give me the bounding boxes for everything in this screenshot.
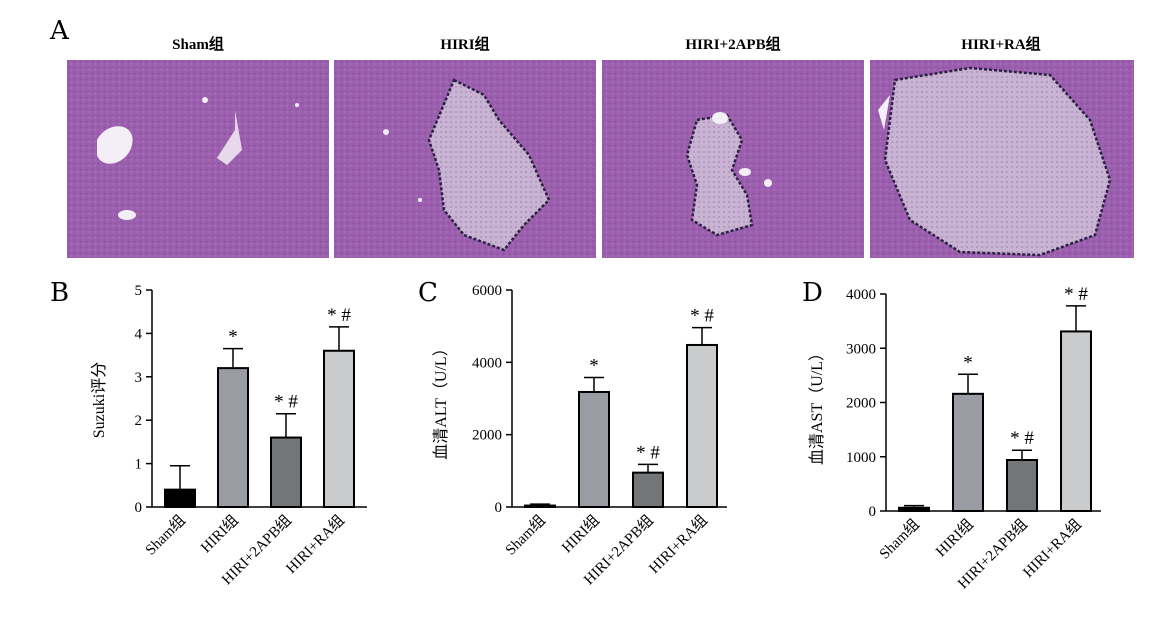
bar [632,471,664,508]
bar [217,367,249,508]
category-label: Sham组 [876,516,923,563]
bar [270,436,302,508]
y-tick-label: 4 [135,326,143,342]
panel-d-letter: D [802,278,823,308]
necrotic-area [685,113,754,237]
y-tick-label: 1000 [846,450,876,466]
micrograph-sham [67,60,329,258]
micro-title-hiri: HIRI组 [440,37,490,53]
y-tick-label: 2 [135,413,143,429]
bar [686,343,718,508]
bar [323,349,355,509]
significance-label: * [589,356,599,377]
significance-label: * # [1064,284,1088,305]
y-tick-label: 2000 [846,396,876,412]
category-label: HIRI组 [558,512,602,556]
bar [952,392,984,513]
y-tick-label: 2000 [472,428,502,444]
significance-label: * # [690,306,714,327]
necrotic-area [883,66,1112,257]
micrograph-hiri-2apb [602,60,864,258]
bar [898,506,930,512]
micrograph-hiri [334,60,596,258]
panel-a-letter: A [50,16,69,46]
category-label: HIRI组 [932,516,976,560]
category-label: HIRI+RA组 [1020,516,1085,581]
central-vein [97,126,133,164]
necrotic-area [427,78,551,252]
y-tick-label: 0 [869,504,877,520]
micro-title-hiri-2apb: HIRI+2APB组 [685,37,781,53]
category-label: HIRI组 [197,512,241,556]
category-label: Sham组 [142,512,189,559]
y-axis-label: 血清AST（U/L） [808,345,826,465]
y-tick-label: 5 [135,283,143,299]
chart-c: 0 2000 4000 6000 血清ALT（U/L） Sham组 * HIRI组 * # HIR… [432,283,727,588]
y-tick-label: 4000 [472,355,502,371]
category-label: Sham组 [502,512,549,559]
micro-title-hiri-ra: HIRI+RA组 [961,37,1041,53]
bar [524,504,556,509]
y-tick-label: 3 [135,370,143,386]
y-tick-label: 4000 [846,287,876,303]
significance-label: * # [274,392,298,413]
y-tick-label: 3000 [846,341,876,357]
y-tick-label: 0 [135,500,143,516]
significance-label: * # [1010,428,1034,449]
y-tick-label: 0 [495,500,503,516]
bar [1006,459,1038,513]
significance-label: * # [327,305,351,326]
y-tick-label: 6000 [472,283,502,299]
category-label: HIRI+RA组 [646,512,711,577]
micrograph-hiri-ra [870,60,1134,258]
y-axis-label: 血清ALT（U/L） [432,340,450,459]
y-axis-label: Suzuki评分 [90,362,108,438]
panel-c-letter: C [418,278,438,308]
chart-d: 0 1000 2000 3000 4000 血清AST（U/L） Sham组 * HIRI组 * … [808,284,1101,592]
panel-b-letter: B [50,278,70,308]
y-tick-label: 1 [135,457,143,473]
bar [1060,330,1092,512]
significance-label: * [963,352,973,373]
significance-label: * # [636,442,660,463]
bar [164,488,196,509]
bar [578,390,610,508]
significance-label: * [228,327,238,348]
micro-title-sham: Sham组 [172,37,224,53]
